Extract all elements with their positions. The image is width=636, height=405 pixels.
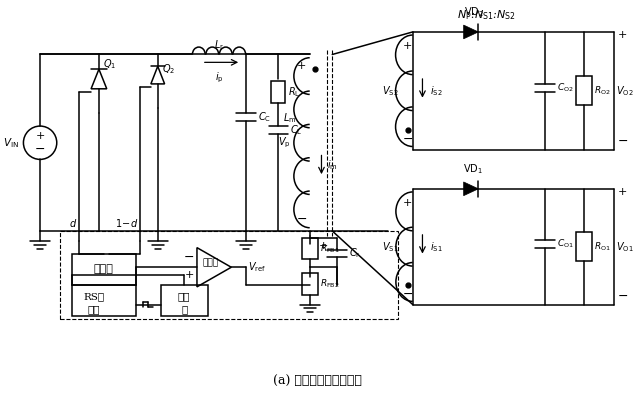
Text: $L_{\rm m}$: $L_{\rm m}$ <box>282 111 296 125</box>
Text: $R_{\rm O1}$: $R_{\rm O1}$ <box>594 241 611 253</box>
Text: $Q_1$: $Q_1$ <box>103 58 116 71</box>
Text: 定时: 定时 <box>178 292 190 301</box>
Text: $N_{\rm P}$:$N_{\rm S1}$:$N_{\rm S2}$: $N_{\rm P}$:$N_{\rm S1}$:$N_{\rm S2}$ <box>457 9 516 22</box>
Text: $i_{\rm S2}$: $i_{\rm S2}$ <box>431 84 443 98</box>
Text: $C_{\rm L}$: $C_{\rm L}$ <box>290 123 303 137</box>
Text: $C_{\rm C}$: $C_{\rm C}$ <box>258 110 271 124</box>
Text: +: + <box>36 131 45 141</box>
Text: $V_{\rm O2}$: $V_{\rm O2}$ <box>616 84 633 98</box>
Text: $L_{\rm r}$: $L_{\rm r}$ <box>214 38 224 51</box>
Text: 驱动器: 驱动器 <box>94 264 114 274</box>
Text: +: + <box>618 30 627 40</box>
Text: $C_{\rm O2}$: $C_{\rm O2}$ <box>556 81 574 94</box>
Text: $\rm VD_2$: $\rm VD_2$ <box>464 5 483 19</box>
Text: $R_{\rm O2}$: $R_{\rm O2}$ <box>594 85 611 97</box>
Text: −: − <box>403 288 413 301</box>
Text: −: − <box>618 290 628 303</box>
Text: −: − <box>35 143 45 156</box>
Text: −: − <box>184 251 194 264</box>
Bar <box>161 285 208 316</box>
Text: $Q_2$: $Q_2$ <box>162 62 175 76</box>
Text: $V_{\rm IN}$: $V_{\rm IN}$ <box>3 136 18 149</box>
Bar <box>302 273 317 295</box>
Text: +: + <box>403 198 412 207</box>
Text: 器: 器 <box>181 305 188 314</box>
Polygon shape <box>464 182 478 196</box>
Text: $V_{\rm O1}$: $V_{\rm O1}$ <box>616 240 633 254</box>
Text: $d$: $d$ <box>69 217 78 229</box>
Text: $R_{\rm L}$: $R_{\rm L}$ <box>288 85 301 99</box>
Text: +: + <box>319 241 328 251</box>
Text: +: + <box>184 270 194 280</box>
Text: RS触: RS触 <box>83 292 104 301</box>
Bar <box>576 232 592 261</box>
Text: (a) 变换器及其控制电路: (a) 变换器及其控制电路 <box>273 375 362 388</box>
Polygon shape <box>464 25 478 39</box>
Bar <box>272 81 285 102</box>
Text: $V_{\rm S1}$: $V_{\rm S1}$ <box>382 240 399 254</box>
Text: $R_{\rm FB1}$: $R_{\rm FB1}$ <box>319 242 339 255</box>
Text: $i_{\rm m}$: $i_{\rm m}$ <box>328 158 338 172</box>
Text: −: − <box>618 135 628 148</box>
Bar <box>60 231 398 319</box>
Text: 发器: 发器 <box>88 305 100 314</box>
Text: −: − <box>403 133 413 146</box>
Text: $C_{\rm r}$: $C_{\rm r}$ <box>349 247 361 260</box>
Bar <box>576 76 592 105</box>
Text: +: + <box>618 187 627 197</box>
Text: +: + <box>297 61 307 71</box>
Text: −: − <box>296 213 307 226</box>
Text: $i_{\rm p}$: $i_{\rm p}$ <box>215 70 223 85</box>
Text: $i_{\rm S1}$: $i_{\rm S1}$ <box>431 240 443 254</box>
Text: $\rm VD_1$: $\rm VD_1$ <box>464 162 483 176</box>
Text: 比较器: 比较器 <box>203 259 219 268</box>
Text: $C_{\rm O1}$: $C_{\rm O1}$ <box>556 237 574 250</box>
Text: $1\!-\!d$: $1\!-\!d$ <box>115 217 138 229</box>
Bar <box>73 254 136 285</box>
Text: +: + <box>403 40 412 51</box>
Text: $V_{\rm p}$: $V_{\rm p}$ <box>277 136 290 150</box>
Bar <box>302 238 317 260</box>
Text: $V_{\rm ref}$: $V_{\rm ref}$ <box>248 260 266 274</box>
Text: $V_{\rm S2}$: $V_{\rm S2}$ <box>382 84 399 98</box>
Text: $R_{\rm FB2}$: $R_{\rm FB2}$ <box>319 278 339 290</box>
Bar <box>73 285 136 316</box>
